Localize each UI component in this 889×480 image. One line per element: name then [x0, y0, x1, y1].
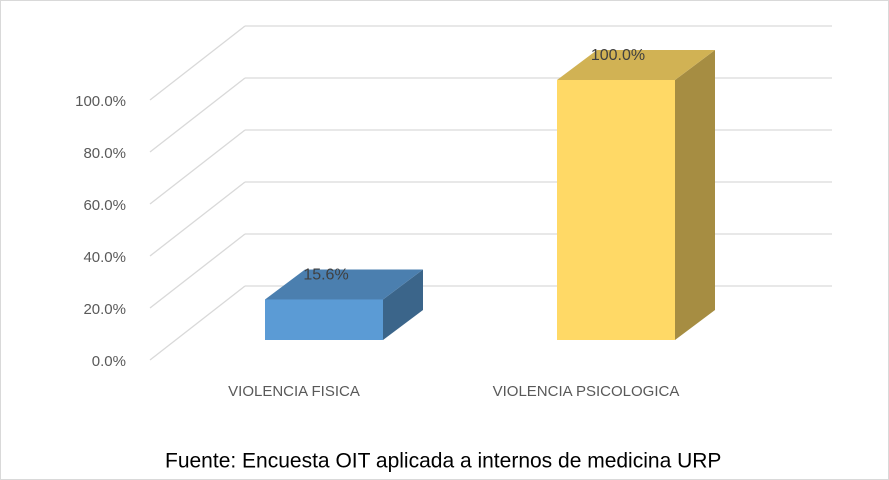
y-tick-label: 40.0% — [83, 249, 126, 266]
y-tick-label: 0.0% — [92, 353, 126, 370]
y-tick-label: 80.0% — [83, 145, 126, 162]
grid-diagonal — [149, 233, 246, 309]
x-tick-label: VIOLENCIA FISICA — [228, 383, 360, 400]
grid-diagonal — [149, 77, 246, 153]
grid-diagonal — [149, 129, 246, 205]
grid-diagonal — [149, 285, 246, 361]
bar — [265, 299, 383, 340]
y-tick-label: 20.0% — [83, 301, 126, 318]
grid-diagonal — [149, 25, 246, 101]
bar-side — [383, 269, 423, 340]
source-note: Fuente: Encuesta OIT aplicada a internos… — [165, 450, 721, 473]
x-tick-label: VIOLENCIA PSICOLOGICA — [493, 383, 680, 400]
bar-top — [265, 269, 423, 300]
y-tick-label: 60.0% — [83, 197, 126, 214]
bar-top — [557, 50, 715, 80]
bar — [557, 80, 675, 340]
data-label: 15.6% — [303, 267, 348, 284]
bar-side — [675, 50, 715, 340]
y-tick-label: 100.0% — [75, 93, 126, 110]
data-label: 100.0% — [591, 47, 645, 64]
grid-diagonal — [149, 181, 246, 257]
